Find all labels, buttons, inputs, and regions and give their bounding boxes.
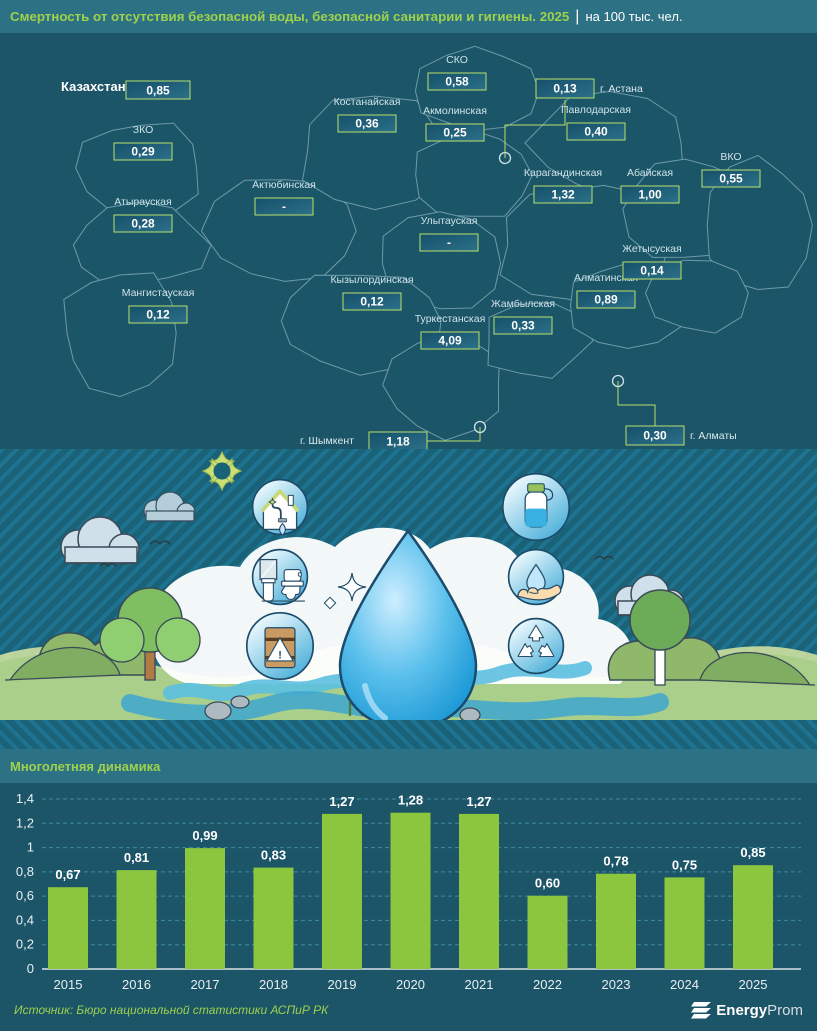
svg-text:0,55: 0,55 (719, 172, 743, 186)
svg-text:Костанайская: Костанайская (334, 96, 401, 108)
svg-text:2016: 2016 (122, 977, 151, 992)
svg-text:0,40: 0,40 (584, 125, 608, 139)
svg-text:1,32: 1,32 (551, 188, 575, 202)
svg-text:2022: 2022 (533, 977, 562, 992)
svg-text:0,13: 0,13 (553, 82, 577, 96)
svg-text:Жамбылская: Жамбылская (491, 298, 555, 310)
svg-text:2025: 2025 (739, 977, 768, 992)
svg-text:Мангистауская: Мангистауская (122, 287, 195, 299)
svg-text:1,27: 1,27 (466, 794, 491, 809)
svg-text:0,81: 0,81 (124, 850, 149, 865)
svg-text:0,30: 0,30 (643, 429, 667, 443)
svg-text:2020: 2020 (396, 977, 425, 992)
svg-text:2023: 2023 (602, 977, 631, 992)
svg-text:0,85: 0,85 (740, 845, 765, 860)
svg-text:2015: 2015 (54, 977, 83, 992)
svg-text:0,67: 0,67 (55, 867, 80, 882)
svg-text:0,33: 0,33 (511, 319, 535, 333)
svg-text:0,75: 0,75 (672, 857, 697, 872)
svg-text:СКО: СКО (446, 54, 468, 66)
svg-text:Атырауская: Атырауская (114, 196, 171, 208)
svg-text:1,28: 1,28 (398, 793, 423, 808)
svg-text:1,18: 1,18 (386, 435, 410, 449)
svg-text:Улытауская: Улытауская (421, 215, 478, 227)
svg-text:Карагандинская: Карагандинская (524, 167, 602, 179)
svg-text:Жетысуская: Жетысуская (622, 243, 681, 255)
svg-text:0,4: 0,4 (16, 912, 34, 927)
svg-text:Казахстан: Казахстан (61, 79, 126, 94)
svg-text:0,58: 0,58 (445, 75, 469, 89)
svg-text:0,78: 0,78 (603, 854, 628, 869)
svg-text:0,89: 0,89 (594, 293, 618, 307)
svg-text:Актюбинская: Актюбинская (252, 179, 316, 191)
svg-text:1,2: 1,2 (16, 815, 34, 830)
svg-text:0,28: 0,28 (131, 217, 155, 231)
svg-text:1,27: 1,27 (329, 794, 354, 809)
svg-text:-: - (447, 236, 451, 250)
svg-text:ВКО: ВКО (720, 151, 741, 163)
svg-text:0,99: 0,99 (192, 828, 217, 843)
svg-text:ЗКО: ЗКО (133, 124, 154, 136)
svg-text:0,12: 0,12 (146, 308, 170, 322)
svg-text:2019: 2019 (328, 977, 357, 992)
svg-text:2024: 2024 (670, 977, 699, 992)
svg-text:Туркестанская: Туркестанская (415, 313, 486, 325)
svg-text:0,29: 0,29 (131, 145, 155, 159)
svg-text:0,14: 0,14 (640, 264, 664, 278)
svg-text:0,8: 0,8 (16, 864, 34, 879)
svg-text:Павлодарская: Павлодарская (561, 104, 631, 116)
svg-text:1,00: 1,00 (638, 188, 662, 202)
svg-text:0,2: 0,2 (16, 937, 34, 952)
svg-text:2018: 2018 (259, 977, 288, 992)
svg-text:0,6: 0,6 (16, 888, 34, 903)
svg-text:0,25: 0,25 (443, 126, 467, 140)
svg-text:0,83: 0,83 (261, 848, 286, 863)
svg-text:0,36: 0,36 (355, 117, 379, 131)
svg-text:г. Астана: г. Астана (600, 83, 643, 95)
svg-text:г. Шымкент: г. Шымкент (300, 435, 354, 447)
svg-text:г. Алматы: г. Алматы (690, 430, 737, 442)
svg-text:-: - (282, 200, 286, 214)
svg-text:2017: 2017 (191, 977, 220, 992)
svg-text:0,12: 0,12 (360, 295, 384, 309)
svg-text:0: 0 (27, 961, 34, 976)
svg-text:!: ! (278, 649, 282, 661)
svg-text:0,60: 0,60 (535, 876, 560, 891)
svg-text:1: 1 (27, 840, 34, 855)
svg-text:Акмолинская: Акмолинская (423, 105, 487, 117)
svg-text:Кызылординская: Кызылординская (330, 274, 413, 286)
svg-text:1,4: 1,4 (16, 791, 34, 806)
svg-text:2021: 2021 (465, 977, 494, 992)
svg-text:Абайская: Абайская (627, 167, 673, 179)
svg-text:4,09: 4,09 (438, 334, 462, 348)
svg-text:0,85: 0,85 (146, 84, 170, 98)
